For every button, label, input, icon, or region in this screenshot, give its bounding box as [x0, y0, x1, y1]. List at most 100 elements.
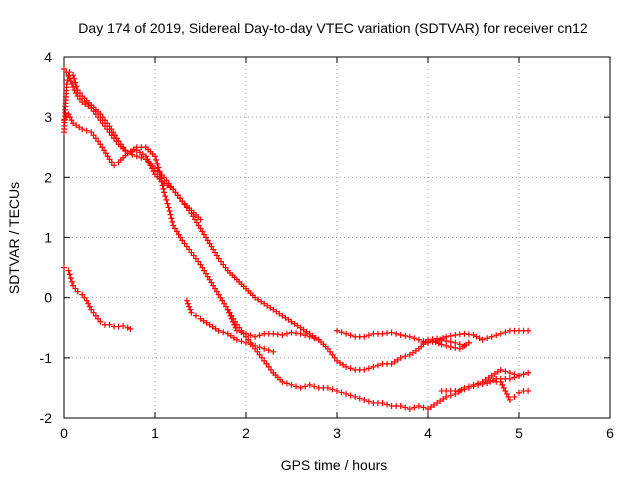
data-point: [83, 127, 90, 134]
data-point: [503, 390, 510, 397]
data-point: [406, 333, 413, 340]
series-track-j: [493, 369, 532, 385]
data-point: [500, 384, 507, 391]
data-point: [456, 387, 463, 394]
data-point: [288, 381, 295, 388]
data-point: [324, 384, 331, 391]
data-point: [379, 399, 386, 406]
data-point: [90, 309, 97, 316]
data-point: [92, 111, 99, 118]
data-point: [411, 404, 418, 411]
data-point: [215, 255, 222, 262]
data-point: [113, 138, 120, 145]
data-point: [511, 374, 518, 381]
data-point: [209, 323, 216, 330]
data-point: [516, 389, 522, 396]
data-point: [297, 384, 304, 391]
data-point: [212, 285, 219, 292]
data-point: [440, 395, 447, 402]
data-point: [106, 156, 113, 163]
data-point: [525, 387, 532, 394]
data-point: [494, 368, 501, 375]
data-point: [485, 374, 492, 381]
data-point: [133, 153, 140, 160]
data-point: [402, 404, 409, 411]
data-point: [85, 103, 92, 110]
data-point: [447, 338, 454, 345]
data-point: [462, 341, 469, 348]
data-point: [99, 144, 106, 151]
data-point: [443, 393, 450, 400]
data-point: [267, 304, 274, 311]
data-point: [505, 393, 512, 400]
data-point: [66, 271, 73, 278]
series-track-h: [420, 337, 472, 352]
data-point: [502, 387, 509, 394]
data-point: [167, 211, 174, 218]
data-point: [374, 362, 381, 369]
data-point: [71, 87, 78, 94]
data-point: [172, 189, 179, 196]
data-point: [303, 328, 310, 335]
data-point: [311, 383, 318, 390]
data-point: [230, 334, 237, 341]
data-point: [338, 389, 345, 396]
y-tick-label: 3: [44, 109, 52, 125]
data-point: [172, 225, 179, 232]
data-point: [111, 135, 118, 142]
data-point: [71, 75, 78, 82]
chart-title: Day 174 of 2019, Sidereal Day-to-day VTE…: [78, 20, 588, 36]
data-point: [258, 354, 265, 361]
data-point: [525, 327, 532, 334]
data-point: [365, 365, 372, 372]
data-point: [215, 291, 222, 298]
data-point: [238, 338, 245, 345]
x-axis-label: GPS time / hours: [281, 457, 388, 473]
axis-ticks: 0 1 2 3 4 5 6 -2 -1 0 1 2 3 4: [40, 49, 615, 441]
data-point: [183, 243, 190, 250]
data-point: [324, 345, 331, 352]
data-point: [459, 343, 466, 350]
data-point: [261, 300, 268, 307]
data-point: [352, 393, 359, 400]
data-point: [394, 356, 401, 363]
data-point: [506, 396, 513, 403]
data-point: [497, 330, 504, 337]
data-point: [179, 237, 186, 244]
data-point: [499, 381, 506, 388]
data-point: [306, 333, 313, 340]
data-point: [138, 154, 145, 161]
data-point: [102, 150, 109, 157]
data-point: [438, 341, 445, 348]
data-point: [437, 336, 444, 343]
x-tick-label: 3: [333, 425, 341, 441]
data-point: [187, 306, 194, 313]
data-point: [67, 275, 74, 282]
data-point: [199, 228, 206, 235]
series-track-c: [61, 111, 532, 412]
data-point: [86, 303, 93, 310]
data-point: [255, 296, 262, 303]
data-point: [270, 306, 277, 313]
data-point: [162, 193, 169, 200]
data-point: [165, 204, 172, 211]
data-point: [247, 332, 254, 339]
data-point: [361, 366, 368, 373]
data-point: [127, 325, 134, 332]
data-point: [193, 219, 200, 226]
data-point: [181, 240, 188, 247]
data-point: [104, 153, 111, 160]
data-point: [379, 330, 386, 337]
data-point: [97, 117, 104, 124]
data-point: [456, 345, 463, 352]
data-point: [148, 165, 155, 172]
data-point: [66, 75, 73, 82]
data-point: [297, 324, 304, 331]
data-point: [338, 329, 345, 336]
data-point: [212, 325, 219, 332]
data-point: [243, 330, 249, 337]
data-point: [67, 114, 74, 121]
data-point: [227, 332, 234, 339]
data-point: [461, 386, 468, 393]
